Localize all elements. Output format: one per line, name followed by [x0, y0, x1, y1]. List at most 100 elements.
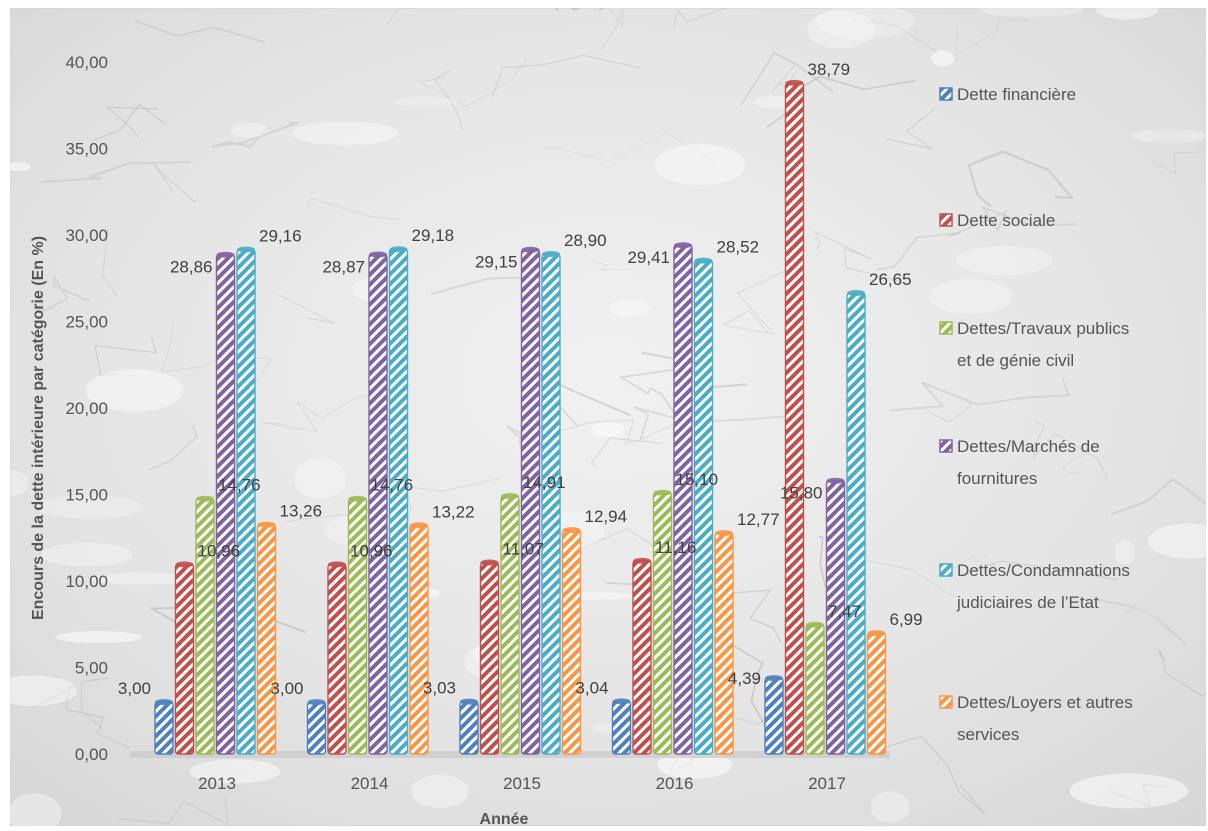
bar — [805, 621, 825, 755]
y-tick-label: 15,00 — [65, 486, 108, 505]
data-label: 7,47 — [828, 602, 861, 621]
legend-label: Dette financière — [957, 85, 1076, 104]
data-label: 29,16 — [259, 227, 302, 246]
legend-label: fournitures — [957, 469, 1037, 488]
y-tick-label: 40,00 — [65, 53, 108, 72]
bars — [154, 79, 887, 755]
y-axis: 0,00 5,00 10,00 15,00 20,00 25,00 30,00 35,00 40… — [65, 53, 108, 764]
bar — [764, 675, 784, 755]
data-label: 6,99 — [890, 610, 923, 629]
data-label: 29,41 — [627, 248, 670, 267]
bar — [409, 522, 429, 755]
data-label: 3,00 — [270, 679, 303, 698]
legend-item: Dette financière — [939, 85, 1076, 104]
bar — [306, 699, 327, 755]
bar — [154, 699, 174, 755]
legend-swatch — [939, 695, 953, 709]
legend-swatch — [939, 439, 953, 453]
bar — [784, 79, 805, 755]
bar — [368, 251, 388, 755]
data-labels: 3,00 10,96 14,76 28,86 29,16 13,26 3,00 10,96 14… — [118, 60, 923, 698]
bar — [866, 630, 887, 755]
legend-swatch — [939, 87, 953, 101]
x-axis: 2013 2014 2015 2016 2017 — [198, 774, 846, 793]
y-tick-label: 20,00 — [65, 399, 108, 418]
data-label: 14,76 — [371, 476, 414, 495]
bar — [652, 489, 673, 755]
bar — [561, 527, 582, 755]
data-label: 15,10 — [676, 470, 719, 489]
data-label: 3,03 — [423, 679, 456, 698]
data-label: 13,22 — [432, 502, 475, 521]
data-label: 12,77 — [737, 510, 780, 529]
bar — [846, 290, 866, 755]
data-label: 11,07 — [503, 540, 544, 559]
y-tick-label: 10,00 — [65, 572, 108, 591]
bar — [459, 698, 479, 755]
legend-label: Dette sociale — [957, 211, 1055, 230]
x-tick-label: 2013 — [198, 774, 236, 793]
bar — [479, 559, 500, 755]
y-tick-label: 0,00 — [75, 745, 108, 764]
data-label: 13,26 — [280, 502, 323, 521]
data-label: 3,00 — [118, 679, 151, 698]
bar — [693, 257, 714, 755]
bar — [673, 242, 693, 755]
data-label: 15,80 — [780, 484, 823, 503]
legend-label: et de génie civil — [957, 351, 1074, 370]
x-tick-label: 2014 — [351, 774, 389, 793]
bar — [195, 495, 215, 755]
bar — [388, 246, 409, 755]
data-label: 12,94 — [585, 507, 628, 526]
legend-swatch — [939, 321, 953, 335]
x-axis-title: Année — [480, 811, 529, 826]
legend-swatch — [939, 563, 953, 577]
legend-label: judiciaires de l’Etat — [956, 593, 1099, 612]
bar — [520, 246, 541, 755]
data-label: 38,79 — [808, 60, 851, 79]
data-label: 11,16 — [655, 538, 696, 557]
legend-label: Dettes/Loyers et autres — [957, 693, 1133, 712]
legend-label: services — [957, 725, 1019, 744]
legend: Dette financière Dette sociale Dettes/Trav… — [939, 85, 1133, 744]
legend-item: Dette sociale — [939, 211, 1055, 230]
y-tick-label: 5,00 — [75, 659, 108, 678]
legend-item: Dettes/Travaux publics et de génie civil — [939, 319, 1129, 370]
legend-label: Dettes/Marchés de — [957, 437, 1100, 456]
x-tick-label: 2016 — [656, 774, 694, 793]
bar — [714, 530, 734, 755]
y-tick-label: 35,00 — [65, 140, 108, 159]
x-tick-label: 2015 — [503, 774, 541, 793]
data-label: 3,04 — [575, 678, 608, 697]
data-label: 28,52 — [717, 238, 760, 257]
bar — [347, 495, 368, 755]
legend-item: Dettes/Condamnations judiciaires de l’Eta… — [939, 561, 1130, 612]
x-tick-label: 2017 — [808, 774, 846, 793]
bar — [327, 561, 347, 755]
bar — [632, 557, 652, 755]
data-label: 28,90 — [564, 231, 607, 250]
bar — [215, 251, 236, 755]
bar — [541, 251, 561, 755]
data-label: 28,87 — [322, 258, 365, 277]
bar — [500, 493, 520, 755]
legend-label: Dettes/Travaux publics — [957, 319, 1129, 338]
legend-label: Dettes/Condamnations — [957, 561, 1130, 580]
data-label: 26,65 — [869, 270, 912, 289]
bar — [256, 521, 277, 755]
legend-item: Dettes/Loyers et autres services — [939, 693, 1133, 744]
data-label: 10,96 — [198, 541, 241, 560]
data-label: 10,96 — [350, 541, 393, 560]
y-tick-label: 25,00 — [65, 313, 108, 332]
y-tick-label: 30,00 — [65, 226, 108, 245]
y-axis-title: Encours de la dette intérieure par catég… — [30, 236, 47, 620]
data-label: 4,39 — [728, 669, 761, 688]
legend-swatch — [939, 213, 953, 227]
bar — [236, 246, 256, 755]
data-label: 28,86 — [170, 258, 213, 277]
bar — [825, 477, 846, 755]
data-label: 14,91 — [523, 473, 566, 492]
legend-item: Dettes/Marchés de fournitures — [939, 437, 1100, 488]
